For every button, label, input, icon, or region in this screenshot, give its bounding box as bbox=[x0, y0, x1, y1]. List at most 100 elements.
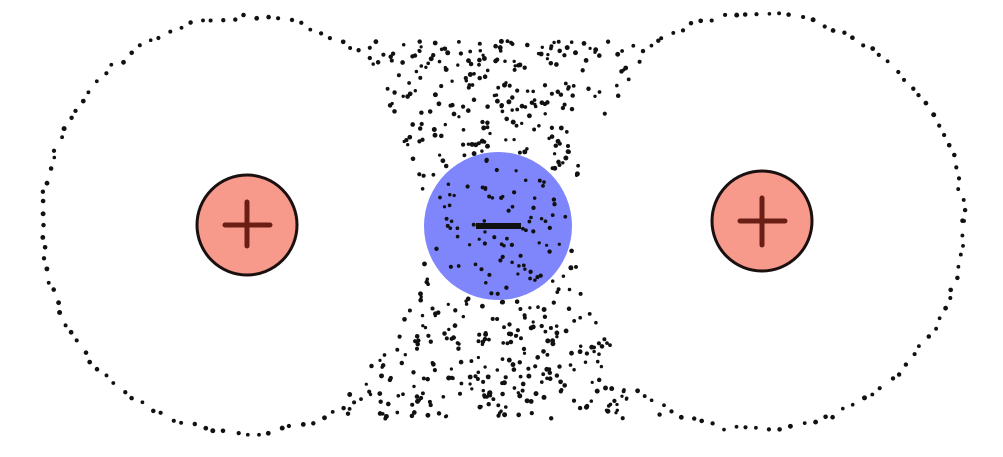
cloud-dot bbox=[501, 380, 507, 386]
cloud-dot bbox=[554, 330, 560, 336]
cloud-dot bbox=[533, 364, 538, 369]
cloud-dot bbox=[381, 52, 386, 57]
cloud-dot bbox=[514, 333, 519, 338]
cloud-dot bbox=[431, 172, 436, 177]
cloud-dot bbox=[557, 242, 561, 246]
cloud-dot bbox=[923, 100, 929, 106]
cloud-dot bbox=[830, 28, 836, 33]
cloud-dot bbox=[425, 412, 431, 418]
cloud-dot bbox=[430, 306, 435, 311]
cloud-dot bbox=[468, 382, 472, 386]
cloud-dot bbox=[418, 297, 424, 303]
cloud-dot bbox=[637, 59, 642, 64]
cloud-dot bbox=[396, 393, 401, 398]
cloud-dot bbox=[410, 122, 416, 127]
cloud-dot bbox=[612, 398, 617, 404]
cloud-dot bbox=[615, 93, 621, 99]
cloud-dot bbox=[480, 185, 485, 190]
cloud-dot bbox=[485, 104, 490, 109]
cloud-dot bbox=[417, 172, 422, 177]
cloud-dot bbox=[422, 261, 427, 267]
cloud-dot bbox=[279, 425, 285, 431]
cloud-dot bbox=[424, 65, 428, 69]
cloud-dot bbox=[517, 393, 523, 399]
cloud-dot bbox=[210, 428, 216, 434]
cloud-dot bbox=[593, 94, 597, 99]
cloud-dot bbox=[442, 46, 448, 51]
cloud-dot bbox=[941, 132, 947, 138]
cloud-dot bbox=[562, 102, 567, 107]
cloud-dot bbox=[347, 406, 352, 411]
cloud-dot bbox=[94, 79, 99, 84]
cloud-dot bbox=[203, 425, 209, 431]
cloud-dot bbox=[621, 389, 626, 394]
cloud-dot bbox=[367, 45, 372, 50]
cloud-dot bbox=[397, 334, 402, 339]
cloud-dot bbox=[257, 432, 261, 437]
cloud-dot bbox=[955, 275, 960, 281]
cloud-dot bbox=[877, 386, 882, 391]
cloud-dot bbox=[401, 392, 405, 397]
cloud-dot bbox=[850, 402, 855, 407]
cloud-dot bbox=[531, 229, 536, 234]
cloud-dot bbox=[870, 46, 876, 51]
cloud-dot bbox=[420, 391, 425, 396]
cloud-dot bbox=[535, 355, 541, 360]
cloud-dot bbox=[446, 302, 450, 307]
cloud-dot bbox=[457, 115, 461, 119]
cloud-dot bbox=[911, 86, 916, 91]
cloud-dot bbox=[356, 48, 361, 53]
cloud-dot bbox=[558, 92, 564, 97]
cloud-dot bbox=[481, 125, 487, 131]
cloud-dot bbox=[505, 236, 509, 241]
cloud-dot bbox=[485, 125, 490, 130]
cloud-dot bbox=[463, 76, 468, 81]
cloud-dot bbox=[322, 415, 327, 421]
cloud-dot bbox=[201, 18, 205, 23]
cloud-dot bbox=[599, 364, 604, 369]
cloud-dot bbox=[383, 413, 389, 419]
cloud-dot bbox=[948, 287, 954, 293]
cloud-dot bbox=[699, 418, 705, 424]
cloud-dot bbox=[743, 425, 748, 430]
cloud-dot bbox=[379, 373, 384, 379]
cloud-dot bbox=[515, 107, 520, 112]
cloud-dot bbox=[581, 41, 587, 46]
cloud-dot bbox=[962, 207, 968, 213]
cloud-dot bbox=[121, 59, 126, 65]
cloud-dot bbox=[519, 336, 523, 341]
cloud-dot bbox=[518, 307, 523, 311]
cloud-dot bbox=[572, 318, 577, 323]
cloud-dot bbox=[511, 190, 517, 195]
cloud-dot bbox=[503, 375, 508, 380]
cloud-dot bbox=[504, 81, 508, 85]
cloud-dot bbox=[495, 316, 500, 322]
cloud-dot bbox=[509, 242, 515, 248]
cloud-dot bbox=[542, 180, 546, 184]
cloud-dot bbox=[378, 358, 382, 362]
cloud-dot bbox=[522, 351, 527, 355]
cloud-dot bbox=[551, 300, 556, 305]
cloud-dot bbox=[553, 143, 559, 148]
cloud-dot bbox=[515, 88, 520, 93]
cloud-dot bbox=[522, 149, 528, 155]
cloud-dot bbox=[605, 408, 611, 414]
cloud-dot bbox=[523, 105, 528, 109]
cloud-dot bbox=[508, 339, 514, 345]
cloud-dot bbox=[44, 266, 50, 272]
cloud-dot bbox=[457, 391, 463, 396]
cloud-dot bbox=[425, 376, 430, 382]
cloud-dot bbox=[73, 108, 78, 114]
cloud-dot bbox=[455, 234, 460, 239]
cloud-dot bbox=[375, 60, 381, 65]
cloud-dot bbox=[467, 83, 472, 87]
cloud-dot bbox=[179, 420, 184, 425]
cloud-dot bbox=[823, 414, 828, 420]
cloud-dot bbox=[934, 326, 939, 331]
cloud-dot bbox=[567, 287, 572, 292]
cloud-dot bbox=[140, 400, 145, 405]
cloud-dot bbox=[412, 384, 416, 389]
cloud-dot bbox=[537, 178, 542, 183]
cloud-dot bbox=[541, 349, 546, 354]
cloud-dot bbox=[520, 388, 525, 393]
